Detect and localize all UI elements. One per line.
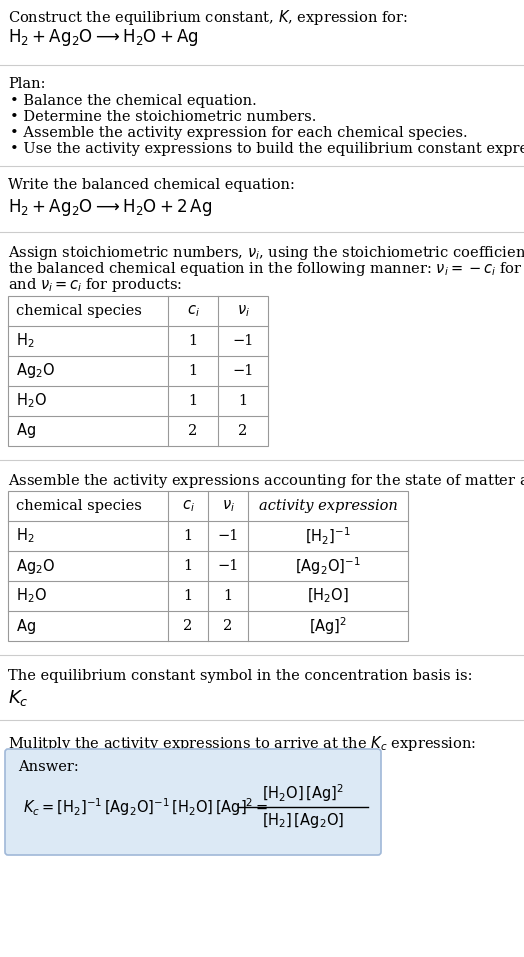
Text: • Assemble the activity expression for each chemical species.: • Assemble the activity expression for e…: [10, 126, 467, 140]
Text: 1: 1: [189, 334, 198, 348]
Text: 2: 2: [223, 619, 233, 633]
Text: Answer:: Answer:: [18, 760, 79, 774]
Text: $\mathrm{Ag}$: $\mathrm{Ag}$: [16, 421, 36, 440]
Text: 1: 1: [238, 394, 247, 408]
Text: $[\mathrm{H_2}]\,[\mathrm{Ag_2O}]$: $[\mathrm{H_2}]\,[\mathrm{Ag_2O}]$: [262, 812, 344, 831]
Text: chemical species: chemical species: [16, 304, 142, 318]
Text: $\mathrm{Ag_2O}$: $\mathrm{Ag_2O}$: [16, 557, 55, 575]
Text: Mulitply the activity expressions to arrive at the $K_c$ expression:: Mulitply the activity expressions to arr…: [8, 734, 476, 753]
Text: Write the balanced chemical equation:: Write the balanced chemical equation:: [8, 178, 295, 192]
Text: Assign stoichiometric numbers, $\nu_i$, using the stoichiometric coefficients, $: Assign stoichiometric numbers, $\nu_i$, …: [8, 244, 524, 262]
Text: The equilibrium constant symbol in the concentration basis is:: The equilibrium constant symbol in the c…: [8, 669, 473, 683]
Text: $c_i$: $c_i$: [182, 499, 194, 514]
Text: Plan:: Plan:: [8, 77, 46, 91]
Text: $\mathrm{Ag_2O}$: $\mathrm{Ag_2O}$: [16, 362, 55, 381]
Text: $\mathrm{H_2}$: $\mathrm{H_2}$: [16, 332, 35, 350]
Text: $c_i$: $c_i$: [187, 303, 200, 319]
Text: • Balance the chemical equation.: • Balance the chemical equation.: [10, 94, 257, 108]
Text: $[\mathrm{H_2O}]\,[\mathrm{Ag}]^2$: $[\mathrm{H_2O}]\,[\mathrm{Ag}]^2$: [262, 782, 344, 804]
Text: the balanced chemical equation in the following manner: $\nu_i = -c_i$ for react: the balanced chemical equation in the fo…: [8, 260, 524, 278]
Text: 1: 1: [189, 394, 198, 408]
Text: 2: 2: [188, 424, 198, 438]
Text: $\mathrm{H_2 + Ag_2O \longrightarrow H_2O + 2\,Ag}$: $\mathrm{H_2 + Ag_2O \longrightarrow H_2…: [8, 197, 212, 218]
Text: activity expression: activity expression: [259, 499, 397, 513]
Text: $[\mathrm{H_2}]^{-1}$: $[\mathrm{H_2}]^{-1}$: [305, 525, 351, 546]
Text: $\nu_i$: $\nu_i$: [236, 303, 249, 319]
Text: 1: 1: [189, 364, 198, 378]
Text: −1: −1: [217, 529, 239, 543]
Bar: [8, 491, 408, 641]
Text: 2: 2: [183, 619, 193, 633]
FancyBboxPatch shape: [5, 749, 381, 855]
Text: $K_c$: $K_c$: [8, 688, 29, 708]
Text: chemical species: chemical species: [16, 499, 142, 513]
Text: 2: 2: [238, 424, 248, 438]
Text: 1: 1: [183, 529, 192, 543]
Text: −1: −1: [232, 364, 254, 378]
Text: $[\mathrm{Ag_2O}]^{-1}$: $[\mathrm{Ag_2O}]^{-1}$: [295, 555, 361, 577]
Bar: [8, 296, 268, 446]
Text: $[\mathrm{Ag}]^2$: $[\mathrm{Ag}]^2$: [309, 615, 347, 636]
Text: 1: 1: [223, 589, 233, 603]
Text: −1: −1: [217, 559, 239, 573]
Text: $\nu_i$: $\nu_i$: [222, 499, 234, 514]
Text: and $\nu_i = c_i$ for products:: and $\nu_i = c_i$ for products:: [8, 276, 182, 294]
Text: Construct the equilibrium constant, $K$, expression for:: Construct the equilibrium constant, $K$,…: [8, 8, 408, 27]
Text: 1: 1: [183, 559, 192, 573]
Text: −1: −1: [232, 334, 254, 348]
Text: $\mathrm{H_2 + Ag_2O \longrightarrow H_2O + Ag}$: $\mathrm{H_2 + Ag_2O \longrightarrow H_2…: [8, 27, 199, 48]
Text: • Use the activity expressions to build the equilibrium constant expression.: • Use the activity expressions to build …: [10, 142, 524, 156]
Text: $\mathrm{Ag}$: $\mathrm{Ag}$: [16, 616, 36, 635]
Text: $\mathrm{H_2O}$: $\mathrm{H_2O}$: [16, 587, 47, 606]
Text: $K_c = [\mathrm{H_2}]^{-1}\,[\mathrm{Ag_2O}]^{-1}\,[\mathrm{H_2O}]\,[\mathrm{Ag}: $K_c = [\mathrm{H_2}]^{-1}\,[\mathrm{Ag_…: [23, 796, 268, 818]
Text: 1: 1: [183, 589, 192, 603]
Text: $[\mathrm{H_2O}]$: $[\mathrm{H_2O}]$: [307, 587, 349, 605]
Text: $\mathrm{H_2O}$: $\mathrm{H_2O}$: [16, 391, 47, 411]
Text: Assemble the activity expressions accounting for the state of matter and $\nu_i$: Assemble the activity expressions accoun…: [8, 472, 524, 490]
Text: $\mathrm{H_2}$: $\mathrm{H_2}$: [16, 526, 35, 545]
Text: • Determine the stoichiometric numbers.: • Determine the stoichiometric numbers.: [10, 110, 316, 124]
